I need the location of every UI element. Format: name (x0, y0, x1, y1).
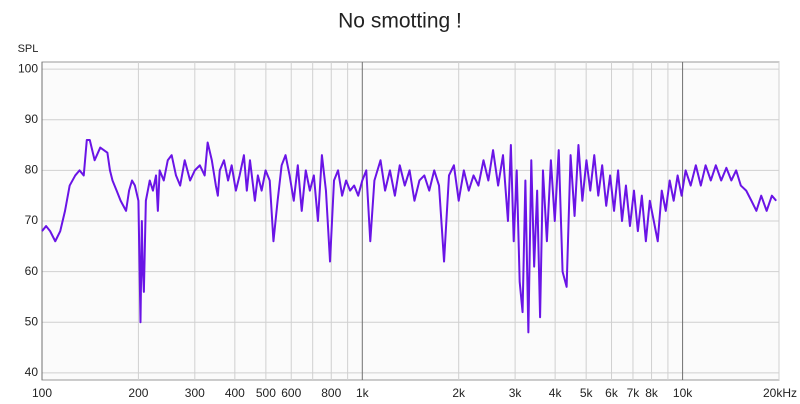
y-tick-label: 70 (25, 213, 39, 227)
x-tick-label: 200 (128, 386, 148, 400)
x-tick-label: 800 (321, 386, 341, 400)
x-tick-label: 600 (281, 386, 301, 400)
x-tick-label: 5k (580, 386, 594, 400)
x-tick-label: 500 (256, 386, 276, 400)
x-tick-label: 8k (645, 386, 659, 400)
y-tick-label: 90 (25, 112, 39, 126)
x-tick-label: 20kHz (763, 386, 797, 400)
x-tick-label: 6k (605, 386, 619, 400)
y-tick-label: 50 (25, 314, 39, 328)
x-tick-label: 100 (32, 386, 52, 400)
x-tick-label: 4k (549, 386, 563, 400)
data-line (41, 138, 777, 334)
chart-title: No smotting ! (338, 10, 462, 33)
x-tick-label: 400 (225, 386, 245, 400)
y-tick-label: 80 (25, 163, 39, 177)
y-tick-label: 60 (25, 264, 39, 278)
x-tick-label: 1k (356, 386, 370, 400)
x-tick-label: 10k (673, 386, 693, 400)
y-axis-label: SPL (18, 43, 39, 55)
x-tick-label: 300 (185, 386, 205, 400)
x-tick-label: 7k (627, 386, 641, 400)
y-tick-label: 100 (18, 61, 38, 75)
x-tick-label: 2k (452, 386, 466, 400)
y-tick-label: 40 (25, 365, 39, 379)
x-tick-label: 3k (509, 386, 523, 400)
